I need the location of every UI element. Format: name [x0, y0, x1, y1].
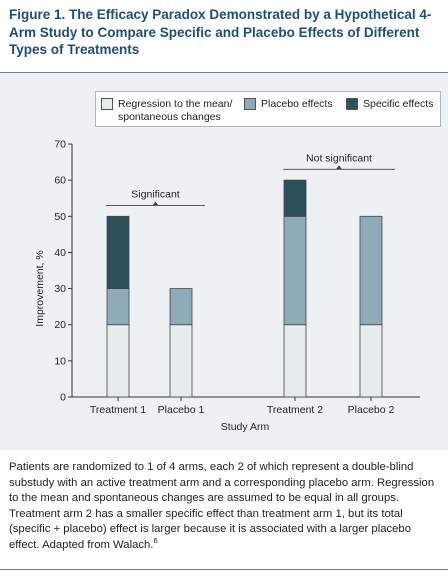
bar-segment: [359, 215, 383, 326]
bar-segment: [359, 324, 383, 398]
caption-text: Patients are randomized to 1 of 4 arms, …: [9, 461, 435, 551]
caption-reference: 6: [153, 535, 158, 545]
x-axis-label: Study Arm: [221, 421, 270, 433]
y-tick-label: 50: [54, 211, 66, 223]
x-tick-label: Treatment 1: [90, 404, 146, 416]
legend-item-specific: Specific effects: [363, 98, 433, 111]
y-tick-label: 10: [54, 355, 66, 367]
legend: Regression to the mean/ spontaneous chan…: [95, 91, 441, 127]
bar-segment: [169, 324, 193, 398]
annotation-marker: [152, 201, 159, 206]
y-axis-label: Improvement, %: [34, 250, 46, 326]
chart-area: 0 10 20 30 40 50 60 70 Treatment 1 Placebo 1 Treat…: [0, 130, 448, 440]
legend-swatch-regression: [101, 98, 113, 110]
annotation-label: Significant: [131, 188, 180, 200]
bar-segment: [106, 324, 130, 398]
y-tick-label: 0: [60, 392, 66, 404]
legend-item-placebo: Placebo effects: [261, 98, 333, 111]
figure-title: Figure 1. The Efficacy Paradox Demonstra…: [9, 7, 432, 57]
bottom-rule: [0, 569, 448, 570]
bar-segment: [106, 215, 130, 289]
stacked-bar-chart: 0 10 20 30 40 50 60 70 Treatment 1 Placebo 1 Treat…: [34, 139, 420, 433]
legend-swatch-placebo: [244, 98, 256, 110]
bar-segment: [283, 324, 307, 398]
x-tick-label: Treatment 2: [267, 404, 323, 416]
annotation-marker: [336, 165, 342, 170]
y-tick-label: 30: [54, 283, 66, 295]
bar-segment: [283, 179, 307, 217]
legend-label-regression-line2: spontaneous changes: [118, 110, 221, 123]
legend-label-placebo: Placebo effects: [261, 98, 333, 110]
y-tick-label: 40: [54, 247, 66, 259]
y-tick-label: 20: [54, 319, 66, 331]
top-rule: [0, 72, 448, 73]
x-tick-label: Placebo 2: [348, 404, 395, 416]
bar-segment: [283, 215, 307, 326]
y-tick-label: 60: [54, 175, 66, 187]
x-tick-label: Placebo 1: [158, 404, 205, 416]
legend-swatch-specific: [346, 98, 358, 110]
legend-label-specific: Specific effects: [363, 98, 434, 110]
annotation-label: Not significant: [306, 152, 372, 164]
bar-segment: [169, 288, 193, 326]
bar-segment: [106, 288, 130, 326]
legend-label-regression-line1: Regression to the mean/: [118, 98, 233, 110]
legend-item-regression: Regression to the mean/ spontaneous chan…: [118, 98, 232, 123]
y-tick-label: 70: [54, 139, 66, 151]
figure-caption: Patients are randomized to 1 of 4 arms, …: [9, 460, 441, 553]
